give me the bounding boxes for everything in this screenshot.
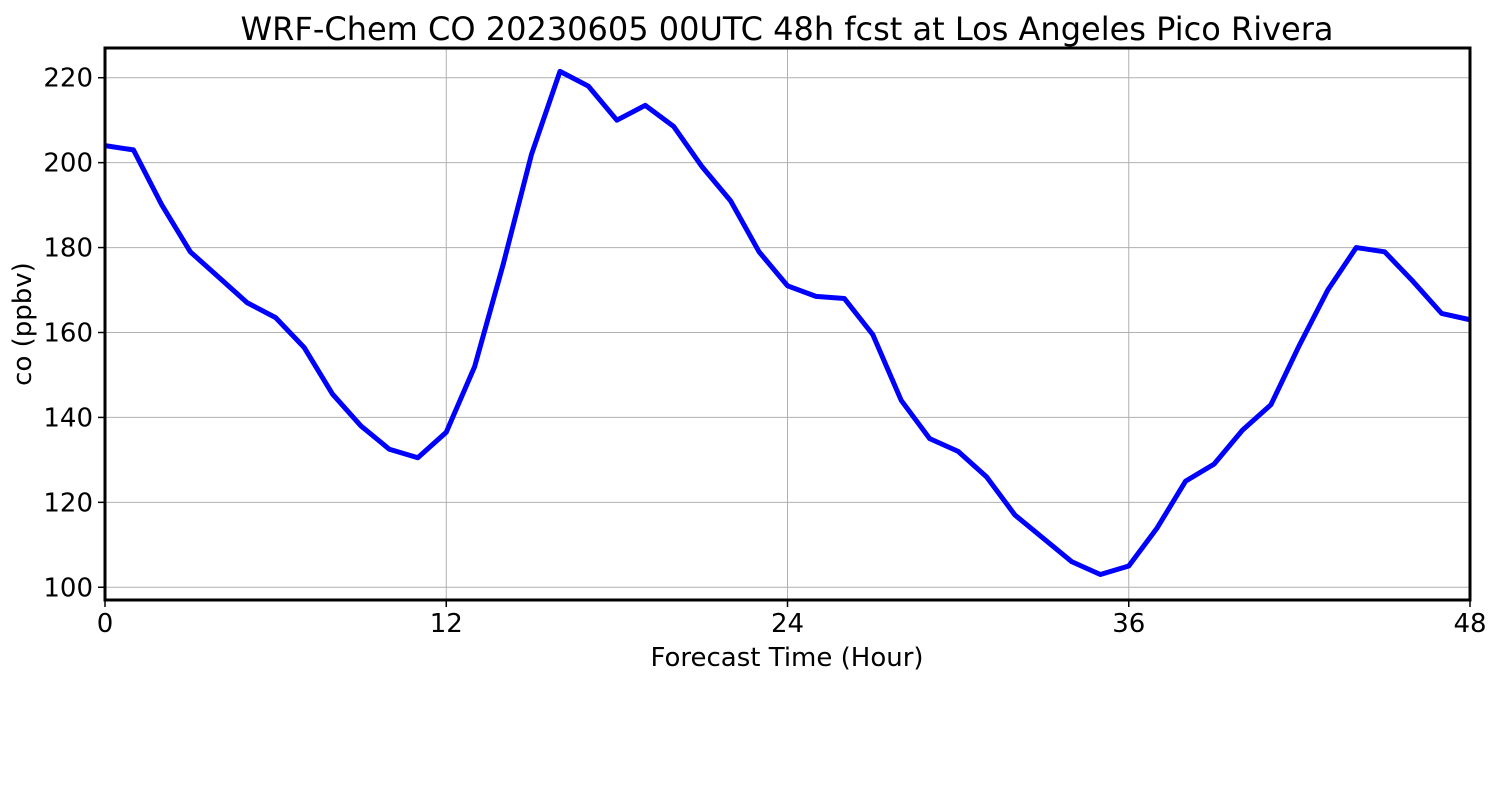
y-tick-label: 100 [43,573,93,603]
x-tick-label: 0 [97,609,114,639]
x-axis-ticks: 0 12 24 36 48 [97,600,1487,639]
series-layer [104,68,1471,578]
x-tick-label: 12 [430,609,463,639]
y-tick-label: 220 [43,64,93,94]
y-tick-label: 200 [43,149,93,179]
y-axis-label: co (ppbv) [8,262,38,386]
x-tick-label: 24 [771,609,804,639]
y-tick-label: 160 [43,318,93,348]
y-tick-label: 140 [43,403,93,433]
y-tick-label: 180 [43,234,93,264]
y-axis-ticks: 100 120 140 160 180 200 220 [43,64,105,603]
y-tick-label: 120 [43,488,93,518]
x-axis-label: Forecast Time (Hour) [650,643,923,673]
co-series-line [104,68,1471,578]
x-tick-label: 48 [1453,609,1486,639]
x-tick-label: 36 [1112,609,1145,639]
chart-title: WRF-Chem CO 20230605 00UTC 48h fcst at L… [241,10,1334,48]
grid [104,48,1471,600]
